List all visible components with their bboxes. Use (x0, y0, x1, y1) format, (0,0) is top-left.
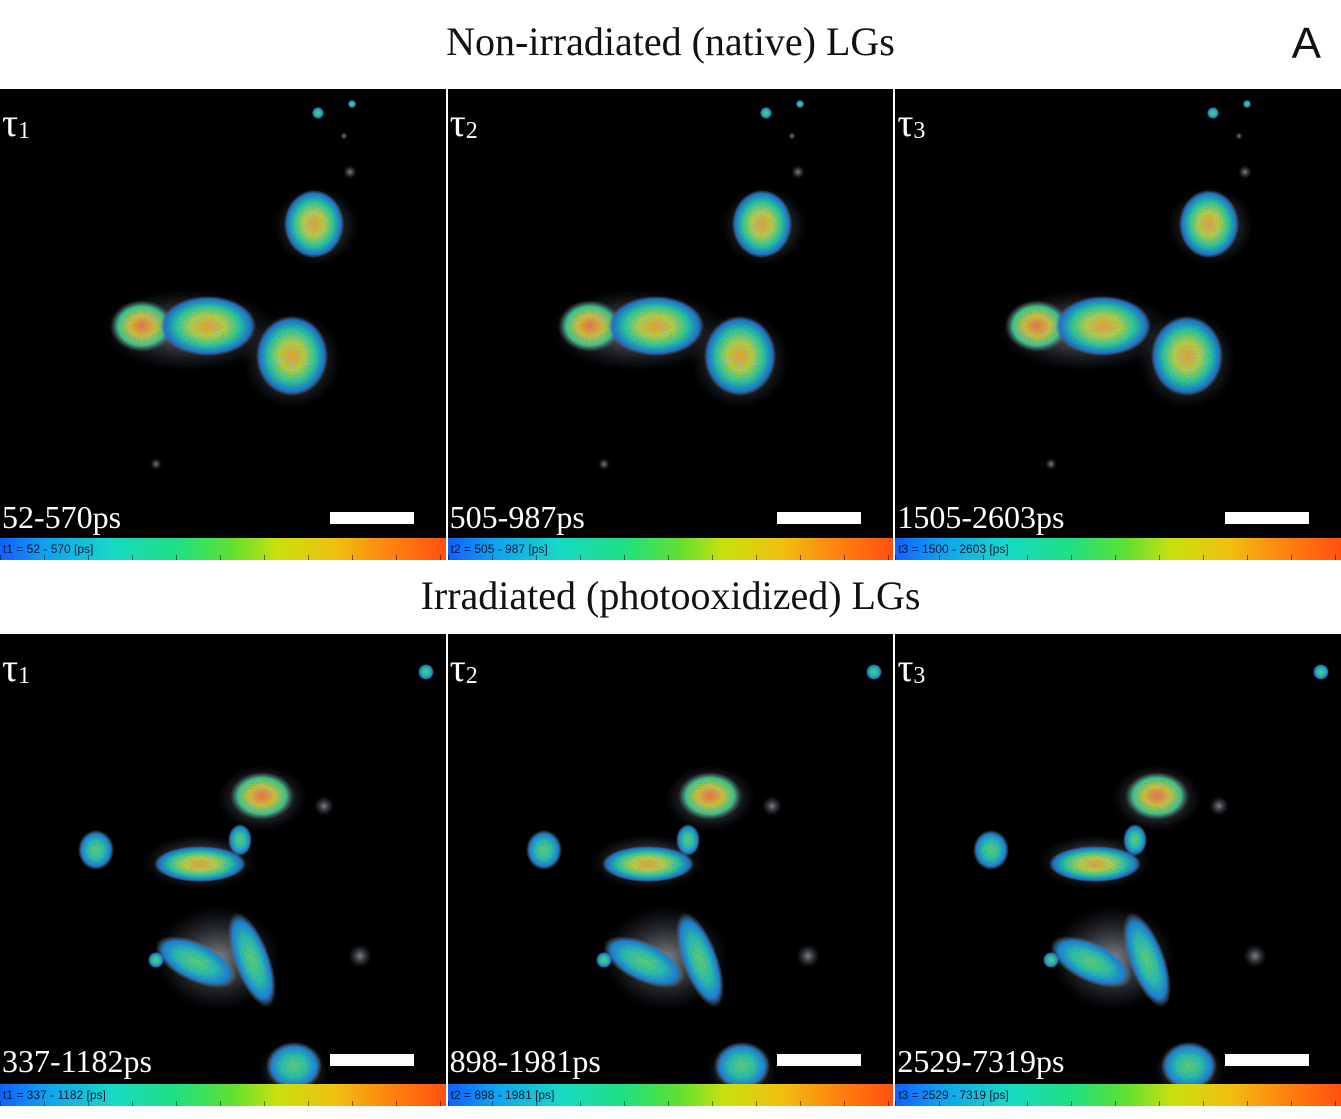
tau-label: τ1 (2, 100, 31, 145)
colorbar-label: t1 = 337 - 1182 [ps] (3, 1088, 106, 1102)
colorbar-label: t2 = 898 - 1981 [ps] (450, 1088, 555, 1102)
lifetime-range-label: 337-1182ps (2, 1043, 152, 1079)
tau-label: τ3 (897, 100, 926, 145)
scale-bar (329, 512, 414, 524)
fluorescence-lifetime-image (525, 664, 882, 1084)
section-title-native: Non-irradiated (native) LGs (446, 19, 895, 64)
scale-bar (329, 1054, 414, 1066)
lifetime-range-label: 1505-2603ps (897, 499, 1065, 535)
fluorescence-lifetime-image (995, 89, 1256, 470)
lifetime-colorbar: t1 = 52 - 570 [ps] (0, 538, 446, 560)
scale-bar (1225, 512, 1310, 524)
irradiated-tau2-panel: τ2 898-1981ps t2 = 898 - 1981 [ps] (447, 634, 894, 1106)
lifetime-colorbar: t3 = 2529 - 7319 [ps] (895, 1084, 1341, 1106)
native-tau2-panel: τ2 505-987ps t2 = 505 - 987 [ps] (447, 89, 894, 560)
tau-label: τ1 (2, 645, 31, 690)
colorbar-label: t1 = 52 - 570 [ps] (3, 542, 94, 556)
section-title-irradiated: Irradiated (photooxidized) LGs (420, 573, 921, 618)
lifetime-range-label: 52-570ps (2, 499, 122, 535)
scale-bar (777, 1054, 862, 1066)
lifetime-colorbar: t2 = 505 - 987 [ps] (447, 538, 894, 560)
fluorescence-lifetime-image (973, 664, 1330, 1084)
irradiated-tau1-panel: τ1 337-1182ps t1 = 337 - 1182 [ps] (0, 634, 446, 1106)
colorbar-label: t2 = 505 - 987 [ps] (450, 542, 548, 556)
fluorescence-lifetime-image (100, 89, 360, 470)
lifetime-colorbar: t1 = 337 - 1182 [ps] (0, 1084, 446, 1106)
lifetime-range-label: 505-987ps (449, 499, 585, 535)
lifetime-colorbar: t2 = 898 - 1981 [ps] (447, 1084, 894, 1106)
tau-label: τ3 (897, 645, 926, 690)
native-tau3-panel: τ3 1505-2603ps t3 = 1500 - 2603 [ps] (895, 89, 1341, 560)
fluorescence-lifetime-image (547, 89, 808, 470)
colorbar-label: t3 = 2529 - 7319 [ps] (898, 1088, 1009, 1102)
colorbar-label: t3 = 1500 - 2603 [ps] (898, 542, 1009, 556)
tau-label: τ2 (449, 645, 478, 690)
irradiated-tau3-panel: τ3 2529-7319ps t3 = 2529 - 7319 [ps] (895, 634, 1341, 1106)
panel-letter: A (1291, 19, 1321, 68)
irradiated-image-row: τ1 337-1182ps t1 = 337 - 1182 [ps] τ2 89… (0, 634, 1341, 1106)
lifetime-range-label: 898-1981ps (449, 1043, 601, 1079)
scale-bar (1225, 1054, 1310, 1066)
lifetime-range-label: 2529-7319ps (897, 1043, 1065, 1079)
lifetime-colorbar: t3 = 1500 - 2603 [ps] (895, 538, 1341, 560)
tau-label: τ2 (449, 100, 478, 145)
fluorescence-lifetime-image (78, 664, 434, 1084)
native-tau1-panel: τ1 52-570ps t1 = 52 - 570 [ps] (0, 89, 446, 560)
scale-bar (777, 512, 862, 524)
native-image-row: τ1 52-570ps t1 = 52 - 570 [ps] τ2 505-98… (0, 89, 1341, 560)
